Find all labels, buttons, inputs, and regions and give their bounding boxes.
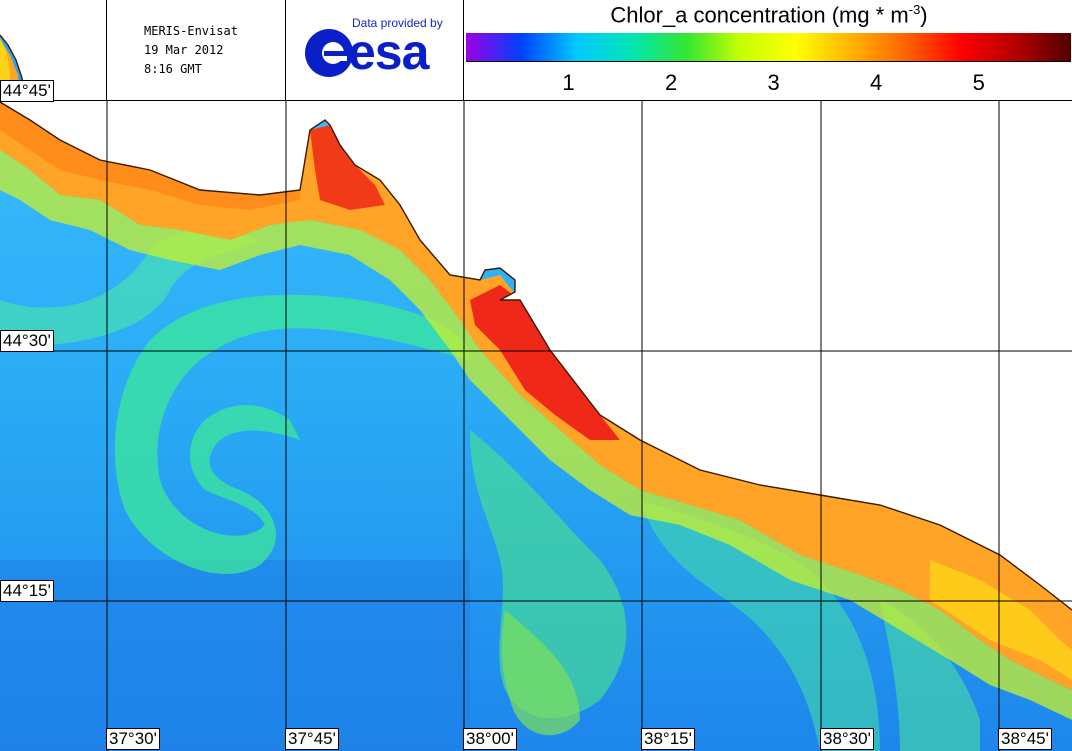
esa-logo-gap bbox=[337, 56, 347, 61]
colorbar-tick-label: 1 bbox=[562, 70, 575, 95]
eddy-filament bbox=[640, 500, 880, 751]
esa-logo-text: esa bbox=[348, 24, 429, 80]
coastal-bloom-core bbox=[310, 125, 385, 210]
colorbar bbox=[466, 33, 1071, 62]
acquisition-time: 8:16 GMT bbox=[144, 62, 202, 76]
legend-title-close: ) bbox=[920, 2, 928, 28]
land-area bbox=[0, 100, 1072, 610]
eddy-filament bbox=[501, 610, 580, 736]
longitude-label: 37°45' bbox=[285, 728, 339, 750]
coastal-bloom-outer bbox=[0, 150, 1072, 720]
deep-sea-patch bbox=[0, 560, 470, 751]
longitude-label: 38°00' bbox=[463, 728, 517, 750]
colorbar-tick-label: 3 bbox=[767, 70, 780, 95]
longitude-label: 38°45' bbox=[998, 728, 1052, 750]
longitude-label: 37°30' bbox=[106, 728, 160, 750]
colorbar-tick-label: 2 bbox=[664, 70, 678, 95]
mission-info: MERIS-Envisat 19 Mar 2012 8:16 GMT bbox=[144, 22, 238, 79]
eddy-filament bbox=[880, 600, 980, 751]
esa-logo-mark bbox=[305, 29, 353, 77]
latitude-label: 44°30' bbox=[0, 330, 54, 352]
eddy-filament bbox=[114, 294, 470, 574]
colorbar-tick-label: 4 bbox=[870, 70, 883, 95]
legend-title-exponent: -3 bbox=[908, 2, 921, 17]
coastal-bloom-core bbox=[470, 285, 620, 440]
colorbar-tick-label: 5 bbox=[972, 70, 985, 95]
sensor-name: MERIS-Envisat bbox=[144, 24, 238, 38]
acquisition-date: 19 Mar 2012 bbox=[144, 43, 224, 57]
legend-title: Chlor_a concentration (mg * m-3) bbox=[466, 2, 1072, 28]
header-bottom-border bbox=[0, 100, 1072, 101]
longitude-label: 38°30' bbox=[820, 728, 874, 750]
latitude-label: 44°15' bbox=[0, 580, 54, 602]
latitude-label: 44°45' bbox=[0, 80, 54, 102]
longitude-label: 38°15' bbox=[641, 728, 695, 750]
coastal-bloom-core bbox=[0, 102, 300, 210]
coastal-bloom-core bbox=[930, 560, 1072, 680]
provider-credit: Data provided by bbox=[352, 16, 443, 30]
legend-title-text: Chlor_a concentration (mg * m bbox=[610, 2, 909, 28]
coastline bbox=[0, 101, 1072, 611]
header-cell bbox=[107, 0, 286, 100]
esa-logo-bar bbox=[324, 51, 344, 56]
